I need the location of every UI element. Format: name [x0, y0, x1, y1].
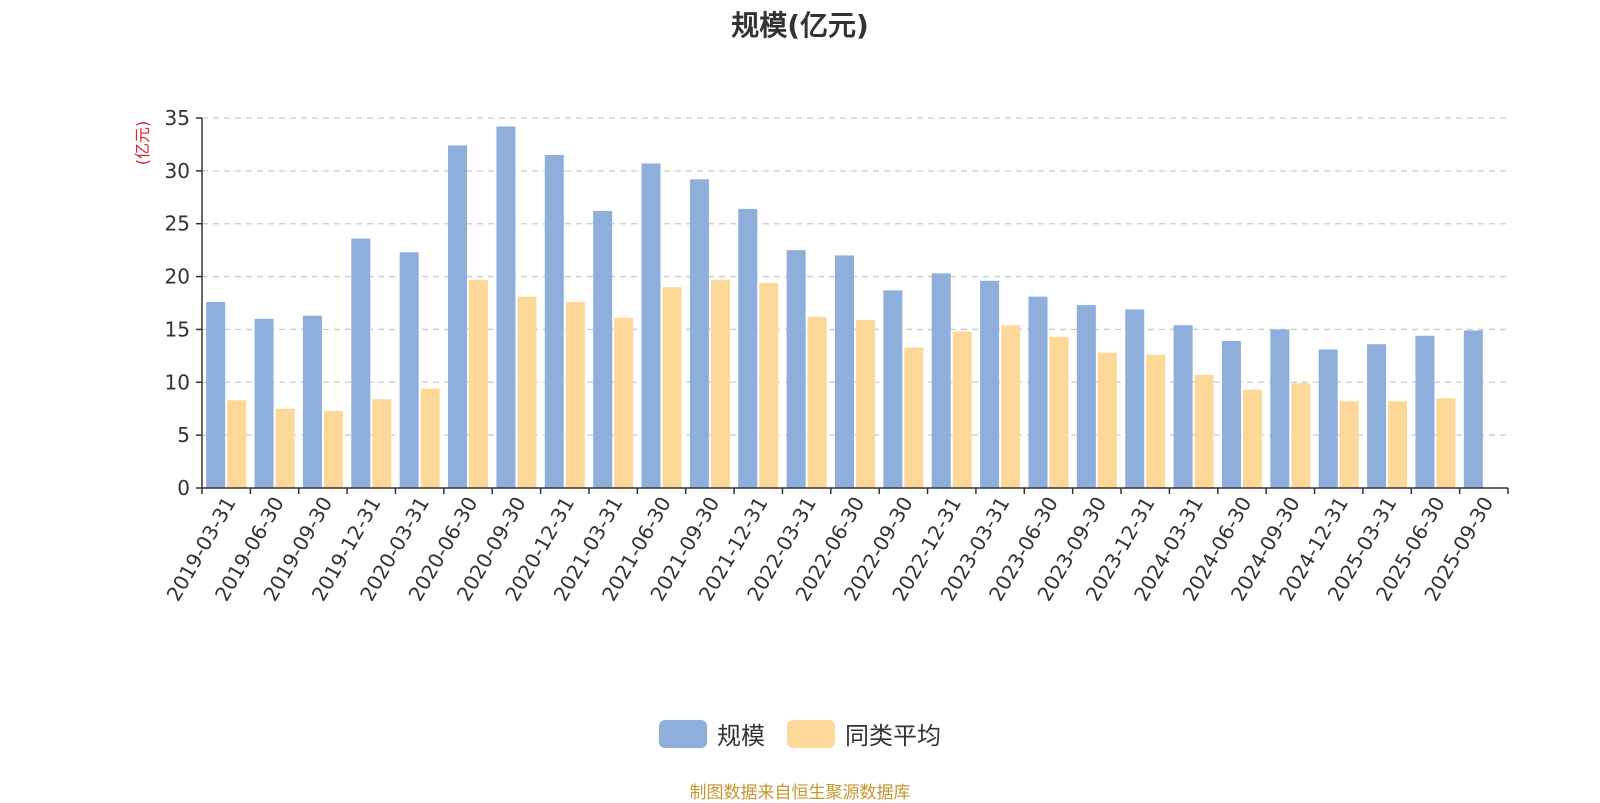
- legend-label-series-1: 规模: [717, 722, 765, 750]
- legend-item-series-2[interactable]: 同类平均: [787, 716, 941, 751]
- bar-series-2[interactable]: [1436, 398, 1456, 488]
- bar-series-2[interactable]: [323, 410, 343, 488]
- bar-series-1[interactable]: [980, 280, 1000, 488]
- bar-series-1[interactable]: [448, 145, 468, 488]
- legend: 规模 同类平均: [0, 716, 1600, 751]
- bar-series-2[interactable]: [1146, 354, 1166, 488]
- bar-series-2[interactable]: [710, 279, 730, 488]
- bar-series-1[interactable]: [835, 255, 854, 488]
- bar-series-2[interactable]: [1291, 383, 1311, 488]
- bar-series-1[interactable]: [1125, 309, 1145, 488]
- bar-series-2[interactable]: [1097, 352, 1117, 488]
- bar-series-2[interactable]: [759, 282, 779, 488]
- bar-series-1[interactable]: [1318, 349, 1338, 488]
- y-tick-label: 15: [165, 317, 190, 341]
- bar-series-1[interactable]: [641, 163, 661, 488]
- bar-series-2[interactable]: [565, 301, 585, 488]
- bar-series-2[interactable]: [420, 388, 440, 488]
- bar-series-2[interactable]: [1388, 401, 1408, 488]
- bar-series-1[interactable]: [786, 250, 806, 488]
- bar-series-1[interactable]: [1173, 325, 1193, 488]
- bar-series-1[interactable]: [931, 273, 951, 488]
- bar-series-1[interactable]: [1367, 344, 1387, 488]
- y-tick-label: 25: [165, 212, 190, 236]
- bar-series-2[interactable]: [1339, 401, 1359, 488]
- bar-series-1[interactable]: [302, 315, 322, 488]
- bar-series-1[interactable]: [593, 211, 613, 488]
- bar-series-1[interactable]: [1076, 305, 1096, 488]
- bar-series-2[interactable]: [372, 399, 392, 488]
- bar-series-1[interactable]: [738, 208, 758, 488]
- y-axis-unit-label: (亿元): [133, 121, 152, 166]
- bar-series-2[interactable]: [662, 287, 682, 488]
- bar-series-2[interactable]: [1049, 336, 1069, 488]
- bar-series-2[interactable]: [517, 296, 537, 488]
- bar-series-1[interactable]: [351, 238, 371, 488]
- bar-series-1[interactable]: [1463, 330, 1483, 488]
- bar-series-1[interactable]: [544, 155, 564, 488]
- legend-swatch-series-1: [659, 719, 707, 748]
- bar-series-1[interactable]: [689, 179, 709, 489]
- y-tick-label: 30: [165, 159, 190, 183]
- bar-series-1[interactable]: [496, 126, 516, 488]
- chart-title: 规模(亿元): [731, 9, 869, 42]
- legend-item-series-1[interactable]: 规模: [659, 716, 765, 751]
- bar-series-2[interactable]: [469, 279, 489, 488]
- bar-series-2[interactable]: [614, 317, 634, 488]
- bar-series-2[interactable]: [1194, 374, 1214, 488]
- bar-series-2[interactable]: [856, 319, 875, 488]
- bar-series-2[interactable]: [904, 347, 924, 488]
- bar-series-2[interactable]: [807, 316, 827, 488]
- legend-swatch-series-2: [787, 719, 835, 748]
- bar-series-2[interactable]: [952, 331, 972, 488]
- bar-series-1[interactable]: [1028, 296, 1048, 488]
- y-tick-label: 5: [177, 423, 190, 447]
- y-tick-label: 20: [165, 265, 190, 289]
- y-tick-label: 10: [165, 370, 190, 394]
- data-source-note: 制图数据来自恒生聚源数据库: [689, 783, 911, 803]
- bar-series-1[interactable]: [883, 290, 903, 488]
- bar-series-1[interactable]: [254, 318, 274, 488]
- bar-series-1[interactable]: [1415, 335, 1435, 488]
- bar-series-2[interactable]: [1242, 389, 1262, 488]
- bar-series-2[interactable]: [275, 408, 295, 488]
- bar-series-1[interactable]: [1221, 341, 1241, 488]
- y-tick-label: 35: [165, 106, 190, 130]
- bar-series-1[interactable]: [399, 252, 419, 488]
- y-tick-label: 0: [177, 476, 190, 500]
- bar-series-1[interactable]: [206, 301, 226, 488]
- bar-series-2[interactable]: [1001, 325, 1021, 488]
- bar-series-2[interactable]: [227, 400, 247, 488]
- bar-series-1[interactable]: [1270, 329, 1290, 488]
- legend-label-series-2: 同类平均: [845, 722, 941, 750]
